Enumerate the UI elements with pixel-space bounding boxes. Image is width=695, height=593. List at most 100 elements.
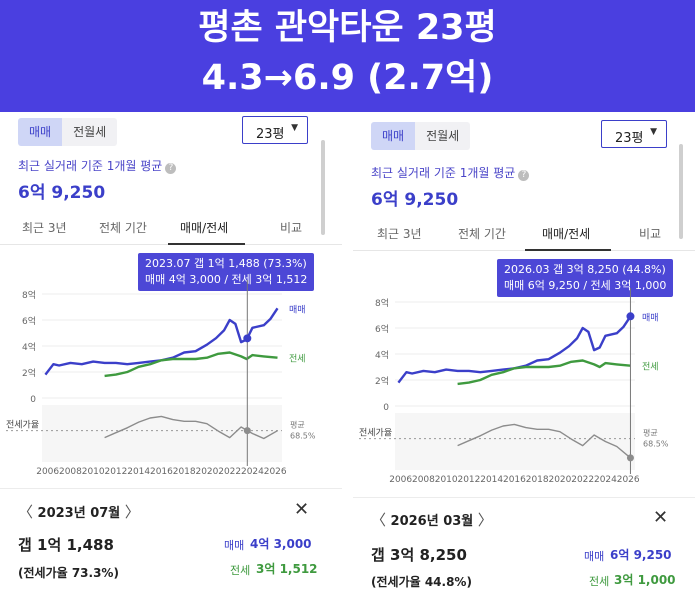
avg-label-text: 최근 실거래 기준 1개월 평균 xyxy=(18,159,163,173)
chart-tabs: 최근 3년 전체 기간 매매/전세 비교 xyxy=(353,216,695,251)
x-tick-label: 2010 xyxy=(435,475,458,485)
avg-label: 최근 실거래 기준 1개월 평균? xyxy=(18,157,177,174)
jeonse-label: 전세 xyxy=(230,564,251,577)
tab-compare[interactable]: 비교 xyxy=(639,227,662,241)
ratio-average-value: 68.5% xyxy=(643,440,669,449)
y-tick-label: 4억 xyxy=(22,341,36,353)
y-tick-label: 2억 xyxy=(375,375,389,387)
tab-rent[interactable]: 전월세 xyxy=(415,122,471,150)
y-tick-label: 6억 xyxy=(375,323,389,335)
trade-type-toggle: 매매 전월세 xyxy=(18,118,118,146)
ratio-average-value: 68.5% xyxy=(290,432,316,441)
sale-value: 4억 3,000 xyxy=(250,537,312,551)
price-chart[interactable]: 8억 6억 4억 2억 0 전세가율 2006 2008 2010 2012 2014 2016 201… xyxy=(353,288,695,496)
ratio-band xyxy=(42,405,282,462)
tab-sale[interactable]: 매매 xyxy=(371,122,416,150)
tooltip-line-1: 2023.07 갭 1억 1,488 (73.3%) xyxy=(145,257,307,270)
close-icon[interactable]: ✕ xyxy=(653,507,669,528)
jeonse-price-line xyxy=(104,351,278,378)
y-tick-label: 2억 xyxy=(22,367,36,379)
scrollbar[interactable] xyxy=(679,144,683,239)
series-label-sale: 매매 xyxy=(642,312,659,323)
y-tick-label: 8억 xyxy=(375,297,389,309)
series-label-sale: 매매 xyxy=(289,304,306,315)
y-tick-label: 4억 xyxy=(375,349,389,361)
next-month-icon[interactable]: 〉 xyxy=(477,511,493,529)
size-select-value: 23평 xyxy=(256,127,285,142)
scrollbar[interactable] xyxy=(321,140,325,235)
sale-label: 매매 xyxy=(224,539,245,552)
x-tick-label: 2014 xyxy=(127,467,150,477)
x-tick-label: 2006 xyxy=(36,467,59,477)
tab-rent[interactable]: 전월세 xyxy=(62,118,118,146)
x-tick-label: 2018 xyxy=(173,467,196,477)
tooltip-line-2: 매매 6억 9,250 / 전세 3억 1,000 xyxy=(504,279,667,292)
help-icon[interactable]: ? xyxy=(518,170,530,181)
jeonse-value: 3억 1,512 xyxy=(256,562,318,576)
avg-label: 최근 실거래 기준 1개월 평균? xyxy=(371,164,530,181)
avg-price: 6억 9,250 xyxy=(18,183,106,203)
x-tick-label: 2010 xyxy=(82,467,105,477)
chart-tooltip: 2023.07 갭 1억 1,488 (73.3%) 매매 4억 3,000 /… xyxy=(138,253,315,291)
avg-label-text: 최근 실거래 기준 1개월 평균 xyxy=(371,166,516,180)
ratio-axis-label: 전세가율 xyxy=(6,420,39,431)
tab-sale[interactable]: 매매 xyxy=(18,118,63,146)
x-tick-label: 2008 xyxy=(59,467,82,477)
series-label-jeonse: 전세 xyxy=(289,354,306,365)
series-label-jeonse: 전세 xyxy=(642,362,659,373)
ratio-average-label: 평균 xyxy=(643,428,658,438)
caret-down-icon: ▼ xyxy=(650,127,657,137)
x-tick-label: 2020 xyxy=(548,475,571,485)
tab-sale-jeonse[interactable]: 매매/전세 xyxy=(180,221,229,235)
tooltip-line-1: 2026.03 갭 3억 8,250 (44.8%) xyxy=(504,263,666,276)
tab-all-period[interactable]: 전체 기간 xyxy=(99,221,147,235)
x-tick-label: 2022 xyxy=(218,467,241,477)
size-select[interactable]: 23평 ▼ xyxy=(242,116,308,144)
help-icon[interactable]: ? xyxy=(165,163,177,174)
banner-subtitle: 4.3→6.9 (2.7억) xyxy=(201,58,494,98)
next-month-icon[interactable]: 〉 xyxy=(124,503,140,521)
price-chart[interactable]: 8억 6억 4억 2억 0 전세가율 2006 2008 2010 2012 2014 2016 201… xyxy=(0,280,342,488)
close-icon[interactable]: ✕ xyxy=(294,499,310,520)
summary-panel: 〈 2023년 07월 〉 ✕ 갭 1억 1,488 (전세가율 73.3%) … xyxy=(0,488,342,593)
prev-month-icon[interactable]: 〈 xyxy=(18,503,34,521)
tab-recent-3y[interactable]: 최근 3년 xyxy=(377,227,422,241)
y-tick-label: 8억 xyxy=(22,289,36,301)
ratio-marker xyxy=(626,454,634,462)
ratio-average-label: 평균 xyxy=(290,420,305,430)
tab-recent-3y[interactable]: 최근 3년 xyxy=(22,221,67,235)
jeonse-ratio: (전세가율 73.3%) xyxy=(18,566,119,580)
sale-label: 매매 xyxy=(584,550,605,563)
left-panel: 매매 전월세 23평 ▼ 최근 실거래 기준 1개월 평균? 6억 9,250 … xyxy=(0,112,342,593)
tab-all-period[interactable]: 전체 기간 xyxy=(458,227,506,241)
month-label: 2023년 07월 xyxy=(37,506,121,521)
caret-down-icon: ▼ xyxy=(291,123,298,133)
jeonse-price-line xyxy=(457,359,631,386)
gap-amount: 갭 1억 1,488 xyxy=(18,536,114,554)
y-tick-label: 6억 xyxy=(22,315,36,327)
tab-compare[interactable]: 비교 xyxy=(280,221,303,235)
x-tick-label: 2014 xyxy=(480,475,503,485)
sale-value: 6억 9,250 xyxy=(610,548,672,562)
x-tick-label: 2026 xyxy=(617,475,640,485)
x-tick-label: 2012 xyxy=(457,475,480,485)
active-tab-indicator xyxy=(525,249,611,251)
summary-panel: 〈 2026년 03월 〉 ✕ 갭 3억 8,250 (전세가율 44.8%) … xyxy=(353,497,695,593)
gap-amount: 갭 3억 8,250 xyxy=(371,546,467,564)
size-select[interactable]: 23평 ▼ xyxy=(601,120,667,148)
y-tick-label: 0 xyxy=(383,403,389,413)
ratio-line xyxy=(457,423,631,459)
sale-price-line xyxy=(397,315,632,384)
x-tick-label: 2022 xyxy=(571,475,594,485)
jeonse-ratio: (전세가율 44.8%) xyxy=(371,575,472,589)
y-tick-label: 0 xyxy=(30,395,36,405)
x-tick-label: 2016 xyxy=(150,467,173,477)
sale-marker xyxy=(626,312,635,321)
ratio-marker xyxy=(243,427,251,435)
x-tick-label: 2006 xyxy=(389,475,412,485)
jeonse-label: 전세 xyxy=(589,575,610,588)
month-nav: 〈 2026년 03월 〉 xyxy=(371,509,493,530)
jeonse-value: 3억 1,000 xyxy=(614,573,676,587)
prev-month-icon[interactable]: 〈 xyxy=(371,511,387,529)
tab-sale-jeonse[interactable]: 매매/전세 xyxy=(542,227,591,241)
